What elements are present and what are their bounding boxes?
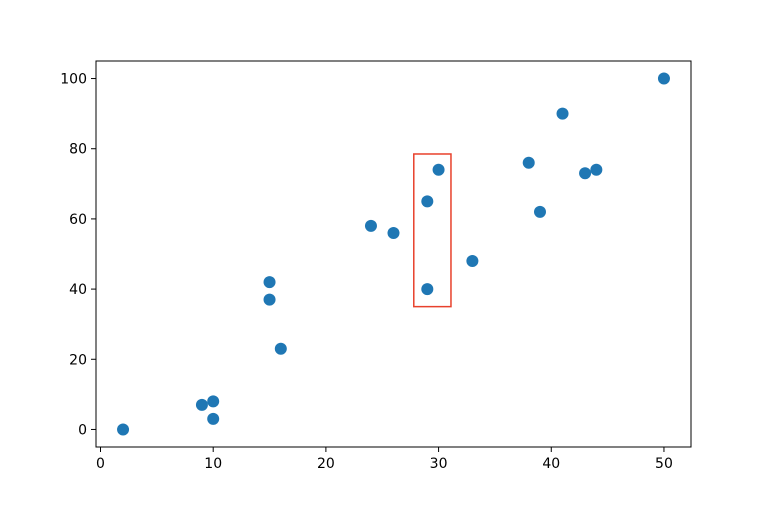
data-point bbox=[207, 412, 220, 425]
data-point bbox=[364, 219, 377, 232]
data-point bbox=[421, 195, 434, 208]
y-tick-label: 100 bbox=[60, 72, 87, 88]
axis-ticks: 0 10 20 30 40 50 0 20 40 60 80 100 bbox=[60, 72, 673, 472]
data-point bbox=[522, 156, 535, 169]
plot-area-frame bbox=[95, 60, 692, 448]
data-point bbox=[274, 342, 287, 355]
y-tick-label: 40 bbox=[69, 282, 87, 298]
data-point bbox=[579, 167, 592, 180]
data-point bbox=[556, 107, 569, 120]
y-tick-label: 0 bbox=[78, 422, 87, 438]
data-point bbox=[387, 226, 400, 239]
x-tick-label: 40 bbox=[542, 456, 560, 472]
data-point bbox=[421, 283, 434, 296]
x-tick-label: 30 bbox=[430, 456, 448, 472]
x-tick-label: 10 bbox=[204, 456, 222, 472]
data-point bbox=[657, 72, 670, 85]
data-point bbox=[207, 395, 220, 408]
data-points bbox=[117, 72, 670, 436]
data-point bbox=[590, 163, 603, 176]
data-point bbox=[195, 398, 208, 411]
data-point bbox=[533, 205, 546, 218]
x-tick-label: 50 bbox=[655, 456, 673, 472]
data-point bbox=[263, 276, 276, 289]
data-point bbox=[117, 423, 130, 436]
y-tick-label: 80 bbox=[69, 142, 87, 158]
data-point bbox=[466, 255, 479, 268]
data-point bbox=[263, 293, 276, 306]
highlight-box bbox=[413, 153, 452, 308]
data-point bbox=[432, 163, 445, 176]
x-tick-label: 20 bbox=[317, 456, 335, 472]
x-tick-label: 0 bbox=[96, 456, 105, 472]
y-tick-label: 60 bbox=[69, 212, 87, 228]
y-tick-label: 20 bbox=[69, 352, 87, 368]
